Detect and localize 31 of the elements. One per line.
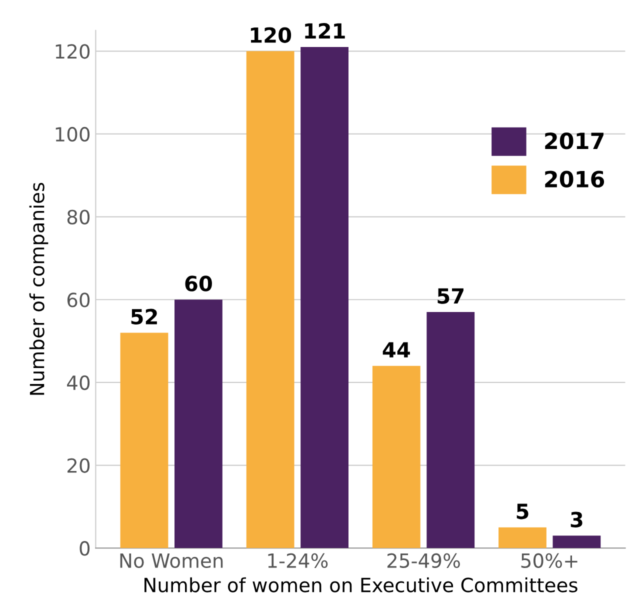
y-tick-label: 40 xyxy=(67,375,90,390)
x-axis-title: Number of women on Executive Committees xyxy=(144,577,578,592)
data-label: 120 xyxy=(250,27,292,43)
y-tick-label: 80 xyxy=(67,210,90,224)
x-tick-label: 1-24% xyxy=(268,553,328,568)
data-label: 5 xyxy=(516,504,528,520)
y-axis-title: Number of companies xyxy=(29,182,48,395)
data-label: 44 xyxy=(382,342,410,358)
legend-label: 2016 xyxy=(545,170,604,188)
bar xyxy=(246,51,294,548)
bar xyxy=(300,47,348,548)
legend-label: 2017 xyxy=(545,132,604,150)
y-tick-label: 20 xyxy=(68,458,90,473)
bar xyxy=(120,332,168,548)
data-label: 57 xyxy=(438,288,464,304)
y-tick-label: 0 xyxy=(80,541,90,556)
x-tick-label: 25-49% xyxy=(387,553,460,568)
bar xyxy=(426,312,475,548)
x-tick-label: No Women xyxy=(120,554,223,568)
y-tick-label: 60 xyxy=(67,292,90,308)
data-label: 52 xyxy=(131,308,157,325)
bar xyxy=(552,536,601,548)
bar xyxy=(498,527,546,548)
data-label: 3 xyxy=(570,512,582,528)
bar xyxy=(372,366,420,548)
x-tick-label: 50%+ xyxy=(521,553,578,568)
data-label: 60 xyxy=(185,276,212,292)
y-tick-label: 120 xyxy=(56,44,90,59)
y-tick-label: 100 xyxy=(56,126,90,142)
bar xyxy=(174,300,222,548)
data-label: 121 xyxy=(305,23,345,39)
